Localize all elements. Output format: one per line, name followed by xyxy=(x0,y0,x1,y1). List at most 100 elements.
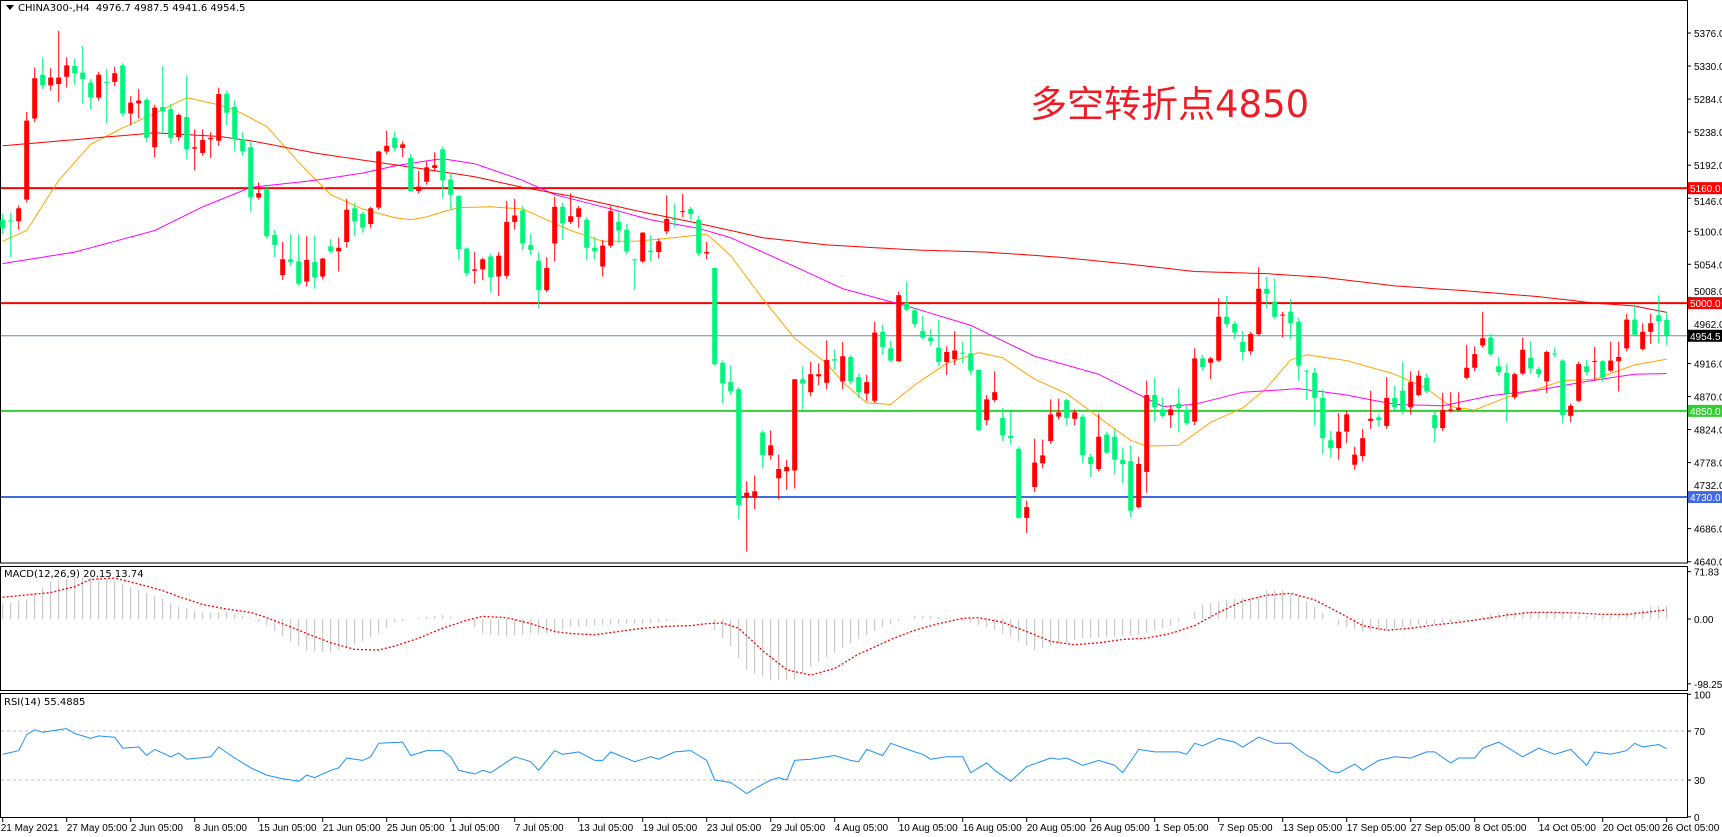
candle-body xyxy=(1312,372,1318,398)
macd-tick-label: 0.00 xyxy=(1694,615,1714,626)
macd-plot xyxy=(2,577,1668,681)
candle xyxy=(1480,311,1486,348)
candle-body xyxy=(416,186,422,192)
candle-body xyxy=(424,167,430,182)
candle xyxy=(1408,371,1414,415)
candle xyxy=(992,371,998,403)
candle-body xyxy=(264,188,270,237)
candle-body xyxy=(1008,435,1014,439)
candle-body xyxy=(1216,316,1222,361)
candle xyxy=(1176,387,1182,433)
candle-body xyxy=(384,145,390,152)
candle-body xyxy=(728,382,734,392)
candle xyxy=(1488,333,1494,357)
time-tick-label: 1 Jul 05:00 xyxy=(451,823,500,834)
candle-body xyxy=(968,353,974,371)
candle xyxy=(1152,377,1158,422)
candle xyxy=(480,257,486,281)
candle-body xyxy=(1240,341,1246,352)
price-level-tag: 5000.0 xyxy=(1688,297,1722,310)
candle-body xyxy=(552,206,558,244)
candle xyxy=(800,366,806,410)
candle xyxy=(1144,380,1150,493)
candle xyxy=(368,206,374,229)
candle xyxy=(1424,373,1430,393)
candle xyxy=(1632,304,1638,336)
time-tick-label: 25 Jun 05:00 xyxy=(387,823,445,834)
candle xyxy=(1528,341,1534,374)
candle xyxy=(1496,356,1502,376)
candle-body xyxy=(368,208,374,225)
candle-body xyxy=(1456,407,1462,411)
candle xyxy=(1520,337,1526,375)
candle xyxy=(360,211,366,233)
candle-body xyxy=(1248,333,1254,352)
candle-body xyxy=(1608,360,1614,371)
candle xyxy=(1320,389,1326,454)
candle-body xyxy=(1144,395,1150,472)
candle-body xyxy=(704,252,710,254)
candle-body xyxy=(1400,390,1406,411)
candle xyxy=(424,160,430,185)
candle-body xyxy=(280,259,286,276)
candle xyxy=(1048,399,1054,444)
candle xyxy=(1008,410,1014,445)
candle xyxy=(1032,438,1038,493)
candle-body xyxy=(528,244,534,250)
candle xyxy=(40,57,46,90)
candle xyxy=(1304,369,1310,401)
macd-tick-label: -98.25 xyxy=(1694,680,1722,691)
candle-body xyxy=(240,139,246,152)
candle xyxy=(400,141,406,158)
candle xyxy=(1624,313,1630,352)
candle xyxy=(1240,331,1246,361)
candle-body xyxy=(272,234,278,245)
candle xyxy=(1648,313,1654,345)
candle xyxy=(1120,447,1126,484)
candle-body xyxy=(336,247,342,252)
candle xyxy=(560,202,566,240)
candle-body xyxy=(328,246,334,252)
price-level-tag: 4730.0 xyxy=(1688,491,1722,504)
candle-body xyxy=(1056,412,1062,417)
candle-body xyxy=(632,259,638,261)
candle xyxy=(832,349,838,370)
candle xyxy=(1280,311,1286,338)
candle-body xyxy=(1432,415,1438,429)
candle-body xyxy=(832,359,838,361)
candle xyxy=(1224,295,1230,328)
candle xyxy=(344,198,350,248)
price-tick-label: 5054.0 xyxy=(1694,260,1722,271)
time-tick-label: 16 Aug 05:00 xyxy=(963,823,1022,834)
candle-body xyxy=(112,73,118,82)
candle-body xyxy=(1616,356,1622,362)
time-tick-label: 23 Jul 05:00 xyxy=(707,823,762,834)
candle-body xyxy=(1496,366,1502,373)
candle-body xyxy=(48,77,54,86)
candle-body xyxy=(88,82,94,98)
candle xyxy=(1312,367,1318,426)
candle-body xyxy=(288,259,294,263)
candle-body xyxy=(1576,364,1582,401)
macd-pane-frame xyxy=(0,566,1688,691)
candle-body xyxy=(1136,464,1142,508)
dropdown-triangle-icon[interactable] xyxy=(6,5,14,10)
candle-body xyxy=(1184,410,1190,424)
price-tick-label: 4870.0 xyxy=(1694,392,1722,403)
candle-body xyxy=(816,374,822,377)
candle-body xyxy=(1648,323,1654,332)
candle xyxy=(808,362,814,397)
candle xyxy=(496,252,502,296)
candle-body xyxy=(648,250,654,253)
candle-body xyxy=(1024,507,1030,518)
candle xyxy=(72,58,78,85)
candle-body xyxy=(56,77,62,85)
price-level-tag-text: 5160.0 xyxy=(1690,184,1721,195)
candle xyxy=(96,71,102,101)
candle-body xyxy=(1440,410,1446,429)
candle xyxy=(448,173,454,210)
candle xyxy=(1344,410,1350,444)
candle-body xyxy=(184,117,190,150)
candle-body xyxy=(1208,358,1214,363)
